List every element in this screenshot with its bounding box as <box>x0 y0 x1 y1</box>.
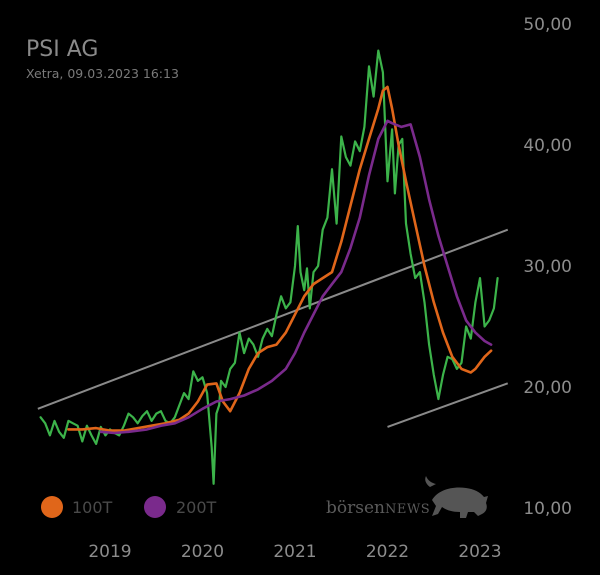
y-tick-label: 10,00 <box>523 499 572 519</box>
x-axis: 2019 2020 2021 2022 2023 <box>88 542 501 562</box>
trend-lines <box>37 228 509 428</box>
legend-item-200t: 200T <box>144 496 217 518</box>
legend-label-100t: 100T <box>72 498 113 517</box>
trend-line-1 <box>37 228 509 410</box>
bull-icon <box>425 476 488 518</box>
brand-part-1: börsen <box>326 498 385 518</box>
series-lines <box>39 49 499 485</box>
brand-wordmark: börsenNEWS <box>326 498 430 518</box>
chart-title: PSI AG <box>26 37 98 62</box>
x-tick-label: 2019 <box>88 542 131 562</box>
legend-item-100t: 100T <box>41 496 113 518</box>
y-axis: 50,00 40,00 30,00 20,00 10,00 <box>523 15 572 519</box>
y-tick-label: 50,00 <box>523 15 572 35</box>
brand-part-2: NEWS <box>385 502 430 517</box>
legend: 100T 200T <box>41 496 217 518</box>
chart-subtitle: Xetra, 09.03.2023 16:13 <box>26 66 179 81</box>
x-tick-label: 2023 <box>458 542 501 562</box>
legend-swatch-100t <box>41 496 63 518</box>
brand-logo: börsenNEWS <box>326 476 488 518</box>
legend-swatch-200t <box>144 496 166 518</box>
y-tick-label: 40,00 <box>523 136 572 156</box>
y-tick-label: 20,00 <box>523 378 572 398</box>
legend-label-200t: 200T <box>176 498 217 517</box>
x-tick-label: 2020 <box>181 542 224 562</box>
x-tick-label: 2022 <box>366 542 409 562</box>
series-line-ma100 <box>67 85 493 432</box>
x-tick-label: 2021 <box>273 542 316 562</box>
series-line-ma200 <box>99 119 493 435</box>
trend-line-2 <box>387 382 509 428</box>
y-tick-label: 30,00 <box>523 257 572 277</box>
